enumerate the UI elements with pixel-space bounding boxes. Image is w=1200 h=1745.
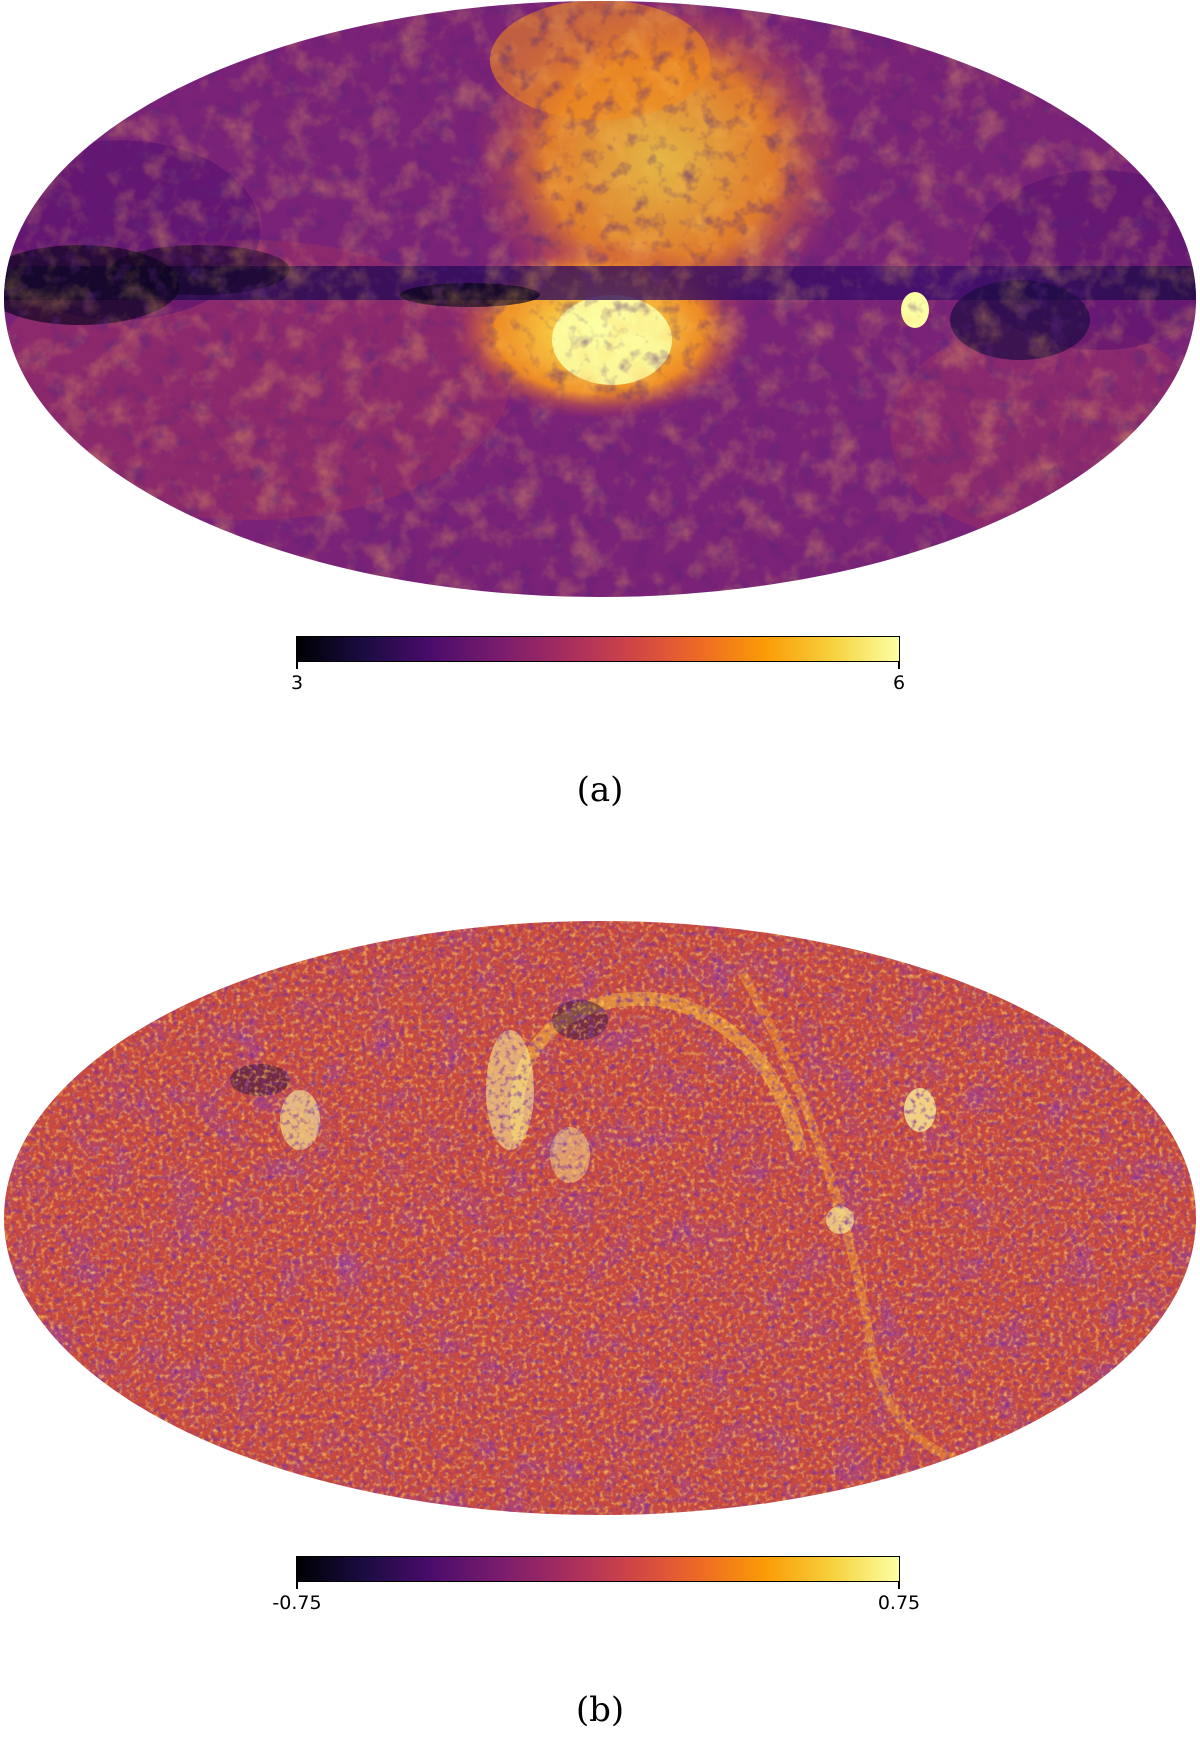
panel-a: 3 6 (a) [0,0,1200,820]
colorbar-b-tick-min [296,1582,298,1589]
colorbar-b [296,1556,900,1582]
sky-map-a [4,1,1196,597]
colorbar-b-tick-max [898,1582,900,1589]
colorbar-b-max-label: 0.75 [877,1592,921,1614]
colorbar-a-max-label: 6 [892,672,906,694]
panel-b: -0.75 0.75 (b) [0,920,1200,1745]
colorbar-a-min-label: 3 [290,672,304,694]
panel-b-caption: (b) [575,1690,625,1730]
colorbar-a [296,636,900,662]
colorbar-a-tick-max [898,662,900,669]
colorbar-b-min-label: -0.75 [272,1592,322,1614]
sky-map-b [4,921,1196,1515]
panel-a-caption: (a) [576,770,624,810]
colorbar-a-tick-min [296,662,298,669]
